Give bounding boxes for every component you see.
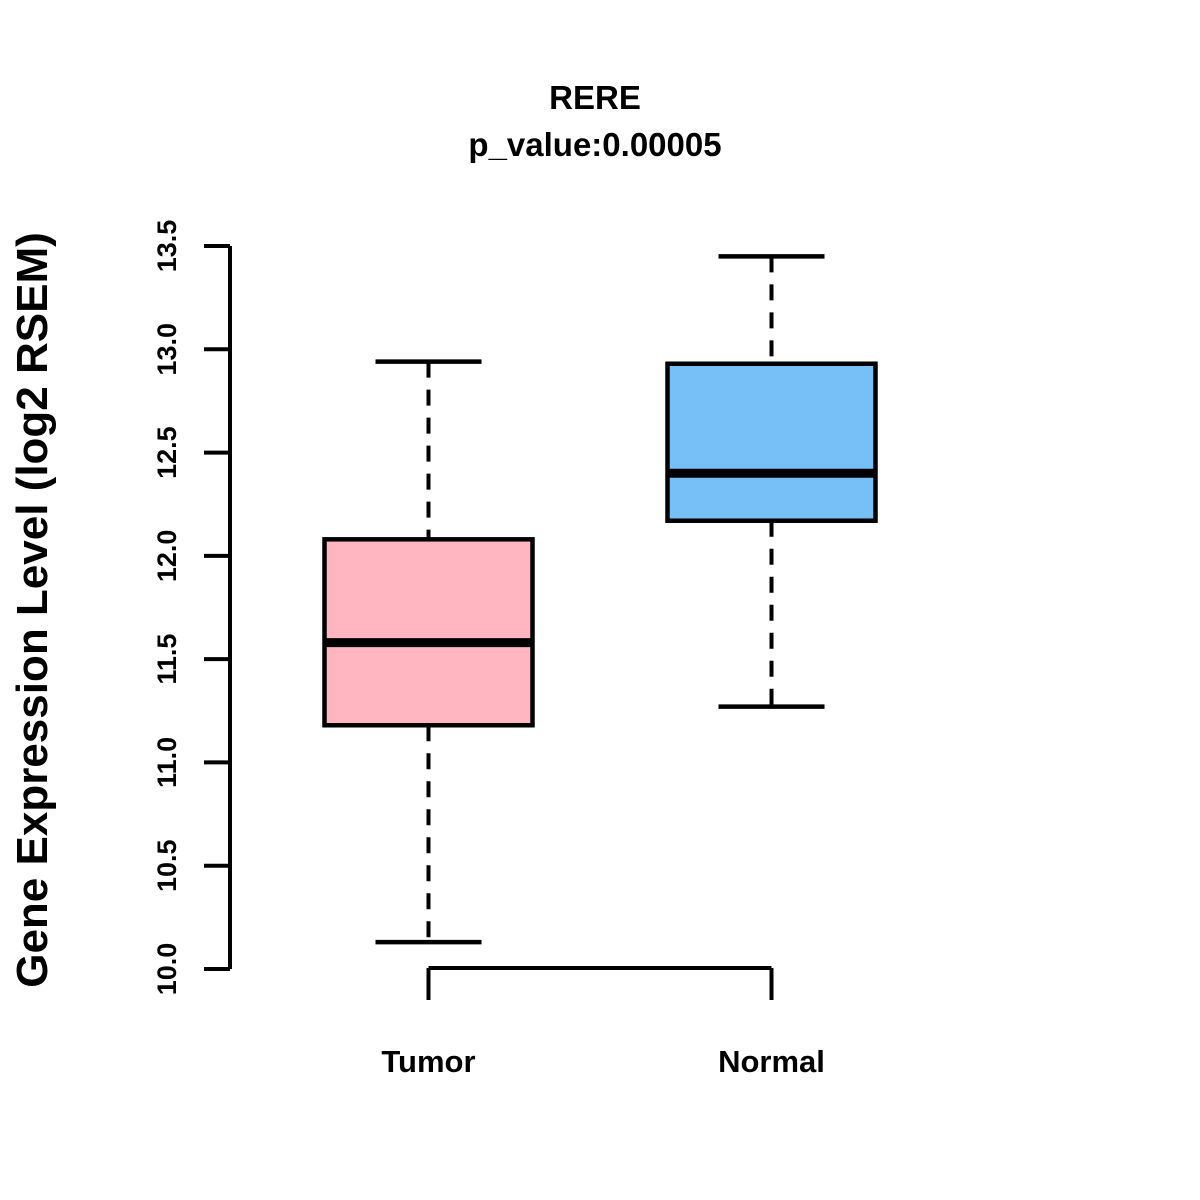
y-tick-label: 13.5 [152, 220, 182, 273]
y-tick-label: 10.5 [152, 839, 182, 892]
y-tick-label: 10.0 [152, 943, 182, 996]
x-category-label-tumor: Tumor [381, 1044, 475, 1079]
title-block: RERE p_value:0.00005 [468, 74, 721, 168]
y-tick-label: 11.0 [152, 737, 182, 788]
y-tick-label: 12.0 [152, 530, 182, 583]
y-tick-label: 12.5 [152, 426, 182, 479]
x-category-label-normal: Normal [718, 1044, 825, 1079]
tumor-box [322, 537, 535, 728]
chart-title: RERE [549, 79, 641, 116]
normal-box [665, 361, 878, 523]
y-tick-label: 11.5 [152, 634, 182, 685]
chart-subtitle: p_value:0.00005 [468, 126, 722, 163]
y-tick-label: 13.0 [152, 323, 182, 376]
